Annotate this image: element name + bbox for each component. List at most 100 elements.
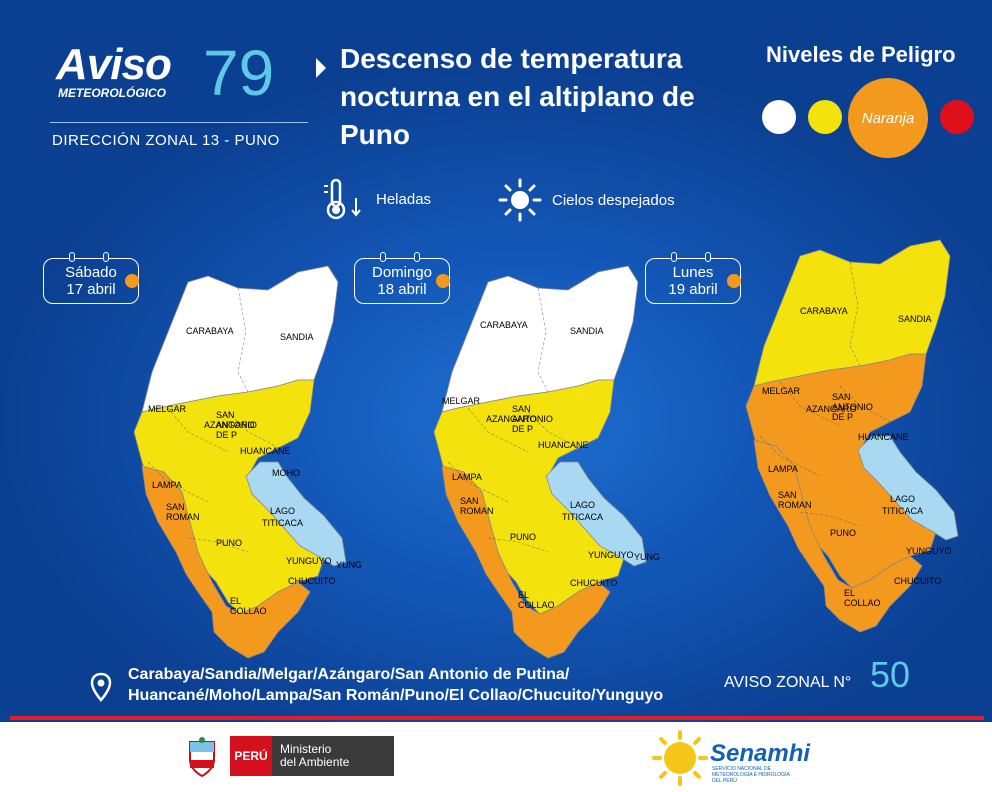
label-azangaro: AZANGARO: [204, 420, 255, 430]
calendar-ring-icon: [671, 252, 677, 262]
header-divider: [50, 122, 308, 123]
label-el-collao: EL COLLAO: [230, 596, 267, 616]
date-pill-saturday: Sábado 17 abril: [43, 252, 139, 304]
date-pill-body: Domingo 18 abril: [354, 258, 450, 304]
label-lampa: LAMPA: [768, 464, 798, 474]
thermometer-frost-icon: [324, 178, 361, 220]
location-pin-icon: [90, 672, 112, 702]
alert-title: Descenso de temperatura nocturna en el a…: [340, 43, 695, 150]
aviso-zonal-label: AVISO ZONAL N°: [724, 674, 852, 691]
calendar-ring-icon: [103, 252, 109, 262]
places-line-2: Huancané/Moho/Lampa/San Román/Puno/El Co…: [128, 687, 664, 704]
label-melgar: MELGAR: [148, 404, 187, 414]
level-indicator-dot: [727, 274, 741, 288]
calendar-ring-icon: [705, 252, 711, 262]
label-yunguyo: YUNGUYO: [906, 546, 952, 556]
level-red-dot: [940, 100, 974, 134]
level-indicator-dot: [125, 274, 139, 288]
label-carabaya: CARABAYA: [480, 320, 528, 330]
label-san-antonio: SAN ANTONIO DE P: [832, 392, 873, 422]
label-lago: LAGO: [890, 494, 916, 504]
label-moho: MOHO: [272, 468, 300, 478]
day-name: Lunes: [672, 264, 714, 281]
aviso-subtitle: METEOROLÓGICO: [58, 86, 166, 100]
aviso-word: Aviso: [56, 40, 172, 89]
senamhi-subtitle: SERVICIO NACIONAL DE METEOROLOGÍA E HIDR…: [712, 766, 790, 784]
day-name: Sábado: [65, 264, 117, 281]
legend-heladas-label: Heladas: [376, 190, 432, 208]
label-san-roman: SAN ROMAN: [166, 502, 200, 522]
label-huancane: HUANCANE: [858, 432, 909, 442]
ministry-line-1: Ministerio: [280, 742, 332, 756]
calendar-ring-icon: [380, 252, 386, 262]
map-sunday: [433, 265, 647, 659]
ministry-logo: PERÚ Ministerio del Ambiente: [230, 736, 394, 776]
label-sandia: SANDIA: [898, 314, 932, 324]
aviso-zonal-number: 50: [870, 654, 911, 695]
level-indicator-dot: [436, 274, 450, 288]
label-yunguyo: YUNGUYO: [286, 556, 332, 566]
legend-cielos: Cielos despejados: [498, 178, 675, 222]
legend-cielos-label: Cielos despejados: [552, 191, 675, 209]
label-azangaro: AZANGARO: [486, 414, 537, 424]
label-huancane: HUANCANE: [240, 446, 291, 456]
label-chucuito: CHUCUITO: [570, 578, 618, 588]
level-active-label: Naranja: [861, 109, 915, 127]
footer-red-line: [10, 716, 984, 720]
danger-levels-title: Niveles de Peligro: [766, 42, 956, 67]
label-puno: PUNO: [216, 538, 243, 548]
label-melgar: MELGAR: [762, 386, 801, 396]
label-san-antonio: SAN ANTONIO DE P: [216, 410, 257, 440]
day-date: 17 abril: [66, 281, 116, 298]
label-lampa: LAMPA: [152, 480, 182, 490]
label-yunguyo: YUNGUYO: [588, 550, 634, 560]
day-date: 18 abril: [377, 281, 427, 298]
label-carabaya: CARABAYA: [186, 326, 234, 336]
aviso-number: 79: [203, 37, 275, 109]
label-melgar: MELGAR: [442, 396, 481, 406]
label-chucuito: CHUCUITO: [894, 576, 942, 586]
label-sandia: SANDIA: [570, 326, 604, 336]
peru-coat-of-arms-icon: [189, 737, 215, 778]
senamhi-sun-icon: [652, 730, 708, 786]
label-lago: LAGO: [570, 500, 596, 510]
sun-icon: [498, 178, 542, 222]
map-saturday: [133, 265, 347, 659]
ministry-line-2: del Ambiente: [280, 755, 350, 769]
day-name: Domingo: [371, 264, 433, 281]
label-lampa: LAMPA: [452, 472, 482, 482]
label-san-antonio: SAN ANTONIO DE P: [512, 404, 553, 434]
date-pill-monday: Lunes 19 abril: [645, 252, 741, 304]
label-yung: YUNG: [634, 552, 661, 562]
date-pill-sunday: Domingo 18 abril: [354, 252, 450, 304]
zonal-direction: DIRECCIÓN ZONAL 13 - PUNO: [52, 132, 280, 149]
title-arrow-icon: [316, 58, 326, 78]
senamhi-logo-text: Senamhi: [710, 740, 811, 767]
label-san-roman: SAN ROMAN: [460, 496, 494, 516]
calendar-ring-icon: [69, 252, 75, 262]
label-yung: YUNG: [336, 560, 363, 570]
level-orange-dot: Naranja: [848, 78, 928, 158]
places-line-1: Carabaya/Sandia/Melgar/Azángaro/San Anto…: [128, 666, 570, 683]
day-date: 19 abril: [668, 281, 718, 298]
label-sandia: SANDIA: [280, 332, 314, 342]
label-el-collao: EL COLLAO: [518, 590, 555, 610]
label-puno: PUNO: [510, 532, 537, 542]
label-titicaca: TITICACA: [562, 512, 604, 522]
label-el-collao: EL COLLAO: [844, 588, 881, 608]
legend-heladas: Heladas: [316, 174, 431, 224]
label-chucuito: CHUCUITO: [288, 576, 336, 586]
label-titicaca: TITICACA: [262, 518, 304, 528]
label-lago: LAGO: [270, 506, 296, 516]
map-monday: [745, 239, 959, 633]
label-san-roman: SAN ROMAN: [778, 490, 812, 510]
level-white-dot: [762, 100, 796, 134]
label-titicaca: TITICACA: [882, 506, 924, 516]
level-yellow-dot: [808, 100, 842, 134]
ministry-name: Ministerio del Ambiente: [272, 736, 394, 776]
label-puno: PUNO: [830, 528, 857, 538]
peru-label: PERÚ: [230, 736, 272, 776]
label-carabaya: CARABAYA: [800, 306, 848, 316]
affected-places: Carabaya/Sandia/Melgar/Azángaro/San Anto…: [128, 664, 663, 706]
label-huancane: HUANCANE: [538, 440, 589, 450]
